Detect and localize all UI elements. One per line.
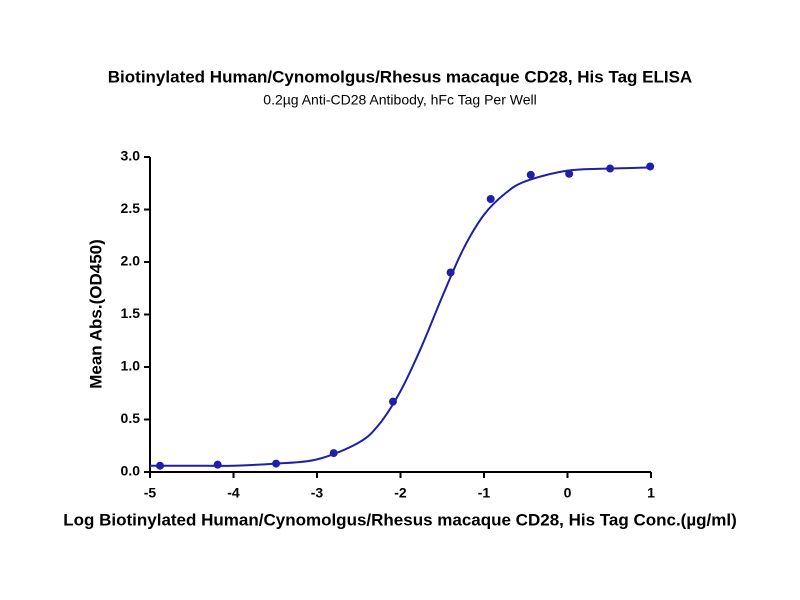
x-tick-label: -2 [394, 485, 407, 501]
x-tick-label: 1 [647, 485, 655, 501]
chart-title: Biotinylated Human/Cynomolgus/Rhesus mac… [108, 67, 692, 86]
data-point [526, 170, 535, 179]
x-axis-label: Log Biotinylated Human/Cynomolgus/Rhesus… [63, 510, 737, 529]
x-tick-label: 0 [564, 485, 572, 501]
y-axis-label: Mean Abs.(OD450) [86, 239, 105, 389]
y-tick-label: 1.5 [121, 305, 141, 321]
y-tick-label: 0.5 [121, 410, 141, 426]
x-tick-label: -5 [144, 485, 157, 501]
y-tick-label: 3.0 [121, 148, 141, 164]
y-tick-label: 0.0 [121, 463, 141, 479]
x-tick-label: -3 [311, 485, 324, 501]
x-tick-label: -1 [478, 485, 491, 501]
y-tick-label: 2.5 [121, 200, 141, 216]
data-point [486, 195, 495, 203]
fit-curve [150, 166, 652, 467]
y-tick-label: 1.0 [121, 358, 141, 374]
y-tick-label: 2.0 [121, 253, 141, 269]
x-tick-label: -4 [227, 485, 240, 501]
data-point [646, 162, 655, 171]
data-point [565, 169, 574, 178]
data-point [213, 460, 222, 469]
chart-subtitle: 0.2µg Anti-CD28 Antibody, hFc Tag Per We… [263, 92, 536, 108]
